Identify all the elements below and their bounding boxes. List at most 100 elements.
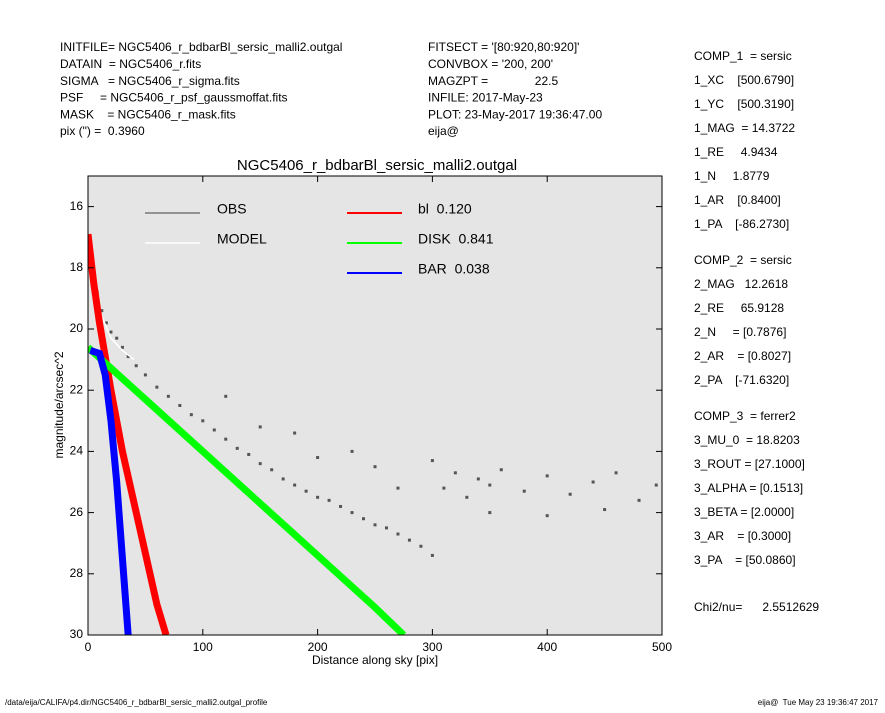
y-tick-label: 24 [70, 444, 84, 458]
obs-point [350, 449, 354, 453]
obs-point [373, 465, 377, 469]
footer-right: eija@ Tue May 23 19:36:47 2017 [758, 698, 879, 707]
y-tick-label: 20 [70, 321, 84, 335]
component-param: COMP_2 = sersic [694, 253, 792, 267]
header-line: DATAIN = NGC5406_r.fits [60, 57, 201, 71]
obs-point [603, 508, 607, 512]
model-line [89, 347, 132, 635]
header-line: PLOT: 23-May-2017 19:36:47.00 [428, 107, 602, 121]
legend-label: DISK 0.841 [418, 231, 494, 247]
chi2: Chi2/nu= 2.5512629 [694, 600, 819, 614]
obs-point [235, 446, 239, 450]
obs-point [488, 511, 492, 515]
x-tick-label: 400 [537, 640, 557, 654]
component-param: 3_ALPHA = [0.1513] [694, 481, 803, 495]
obs-point [304, 489, 308, 493]
obs-point [654, 483, 658, 487]
obs-point [189, 413, 193, 417]
obs-point [396, 532, 400, 536]
component-param: 1_PA [-86.2730] [694, 217, 789, 231]
x-tick-label: 100 [193, 640, 213, 654]
plot-area [88, 176, 662, 635]
component-param: 3_BETA = [2.0000] [694, 505, 794, 519]
header-line: pix (") = 0.3960 [60, 124, 145, 138]
obs-point [224, 394, 228, 398]
obs-point [545, 514, 549, 518]
obs-point [476, 477, 480, 481]
component-param: 1_MAG = 14.3722 [694, 121, 795, 135]
model-line [88, 344, 407, 635]
header-line: SIGMA = NGC5406_r_sigma.fits [60, 74, 240, 88]
obs-point [350, 511, 354, 515]
component-param: 1_YC [500.3190] [694, 97, 794, 111]
y-tick-label: 30 [70, 627, 84, 641]
obs-point [143, 373, 147, 377]
obs-point [100, 309, 104, 313]
legend-label: OBS [217, 201, 247, 217]
chart-title: NGC5406_r_bdbarBl_sersic_malli2.outgal [237, 157, 517, 174]
obs-point [247, 452, 251, 456]
header-line: INFILE: 2017-May-23 [428, 91, 543, 105]
component-param: COMP_1 = sersic [694, 49, 792, 63]
y-tick-label: 16 [70, 199, 84, 213]
obs-point [568, 492, 572, 496]
component-param: 3_ROUT = [27.1000] [694, 457, 805, 471]
component-param: 2_PA [-71.6320] [694, 373, 789, 387]
x-tick-label: 200 [308, 640, 328, 654]
component-param: 3_PA = [50.0860] [694, 553, 796, 567]
x-tick-label: 500 [652, 640, 672, 654]
component-param: 1_N 1.8779 [694, 169, 770, 183]
obs-point [109, 330, 113, 334]
y-axis-label: magnitude/arcsec^2 [52, 351, 66, 458]
obs-point [293, 483, 297, 487]
y-tick-label: 18 [70, 260, 84, 274]
obs-point [115, 336, 119, 340]
legend-label: BAR 0.038 [418, 261, 490, 277]
header-line: INITFILE= NGC5406_r_bdbarBl_sersic_malli… [60, 40, 342, 54]
obs-point [384, 526, 388, 530]
y-tick-label: 28 [70, 566, 84, 580]
obs-point [293, 431, 297, 435]
obs-point [499, 468, 503, 472]
header-line: FITSECT = '[80:920,80:920]' [428, 40, 579, 54]
component-param: 2_AR = [0.8027] [694, 349, 791, 363]
header-line: eija@ [428, 124, 459, 138]
obs-point [419, 544, 423, 548]
obs-point [258, 425, 262, 429]
obs-point [224, 437, 228, 441]
obs-point [362, 517, 366, 521]
obs-point [407, 538, 411, 542]
obs-point [545, 474, 549, 478]
x-axis-label: Distance along sky [pix] [312, 653, 438, 667]
header-line: CONVBOX = '200, 200' [428, 57, 553, 71]
obs-point [178, 404, 182, 407]
component-param: 1_AR [0.8400] [694, 193, 781, 207]
obs-point [373, 523, 377, 527]
obs-point [522, 489, 526, 493]
obs-point [430, 553, 434, 557]
obs-point [614, 471, 618, 475]
obs-point [465, 495, 469, 499]
obs-point [126, 355, 130, 359]
obs-point [166, 394, 170, 398]
obs-point [591, 480, 595, 484]
x-tick-label: 0 [85, 640, 92, 654]
y-tick-label: 26 [70, 505, 84, 519]
obs-point [155, 385, 159, 389]
obs-point [442, 486, 446, 490]
header-line: MAGZPT = 22.5 [428, 74, 558, 88]
header-line: MASK = NGC5406_r_mask.fits [60, 107, 236, 121]
x-tick-label: 300 [422, 640, 442, 654]
component-param: 2_MAG 12.2618 [694, 277, 788, 291]
obs-point [488, 483, 492, 487]
component-param: 3_AR = [0.3000] [694, 529, 791, 543]
component-param: 2_N = [0.7876] [694, 325, 786, 339]
footer-left: /data/eija/CALIFA/p4.dir/NGC5406_r_bdbar… [5, 698, 268, 707]
component-param: 1_RE 4.9434 [694, 145, 778, 159]
obs-point [120, 345, 124, 349]
legend-label: bl 0.120 [418, 201, 472, 217]
header-line: PSF = NGC5406_r_psf_gaussmoffat.fits [60, 91, 288, 105]
component-param: 1_XC [500.6790] [694, 73, 794, 87]
y-tick-label: 22 [70, 382, 84, 396]
